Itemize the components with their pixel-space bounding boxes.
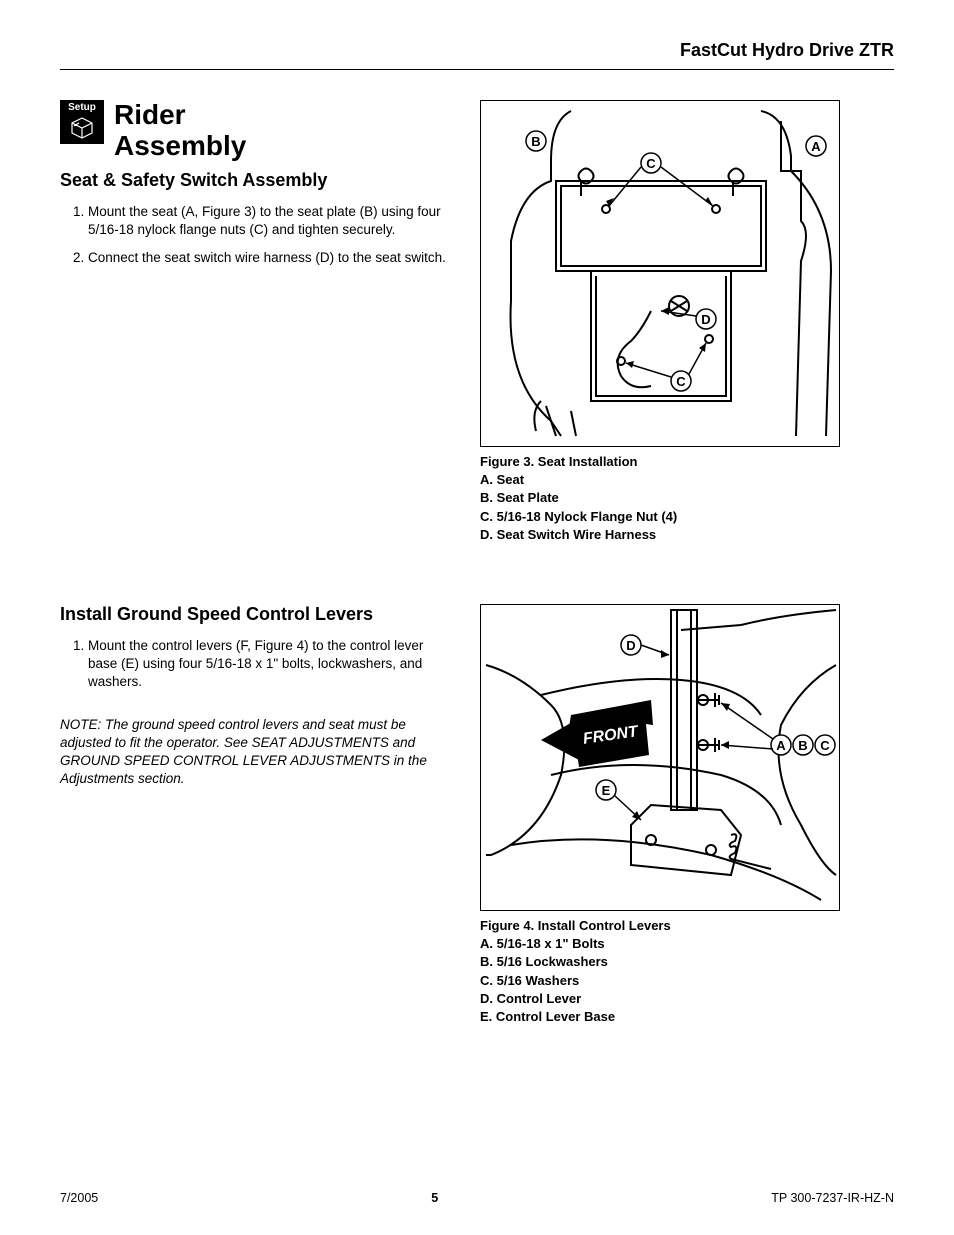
step: Mount the control levers (F, Figure 4) t… <box>88 637 450 692</box>
section2-steps: Mount the control levers (F, Figure 4) t… <box>60 637 450 692</box>
page-footer: 7/2005 5 TP 300-7237-IR-HZ-N <box>60 1191 894 1205</box>
fig4-legend-a: A. 5/16-18 x 1" Bolts <box>480 935 894 953</box>
callout-d: D <box>626 638 635 653</box>
figure-4-box: FRONT D A B C E <box>480 604 840 911</box>
title-line1: Rider <box>114 99 186 130</box>
title-row: Setup Rider Assembly <box>60 100 450 162</box>
callout-b: B <box>798 738 807 753</box>
figure-3-diagram: B A C D C <box>481 101 841 441</box>
subtitle-ground-speed: Install Ground Speed Control Levers <box>60 604 450 625</box>
callout-c2: C <box>676 374 686 389</box>
section2-note: NOTE: The ground speed control levers an… <box>60 716 450 789</box>
page-header: FastCut Hydro Drive ZTR <box>60 40 894 70</box>
section1-steps: Mount the seat (A, Figure 3) to the seat… <box>60 203 450 268</box>
fig4-legend-e: E. Control Lever Base <box>480 1008 894 1026</box>
main-title: Rider Assembly <box>114 100 246 162</box>
fig3-legend-a: A. Seat <box>480 471 894 489</box>
section2-text-column: Install Ground Speed Control Levers Moun… <box>60 604 450 789</box>
figure-3-caption: Figure 3. Seat Installation A. Seat B. S… <box>480 453 894 544</box>
callout-e: E <box>602 783 611 798</box>
callout-b: B <box>531 134 540 149</box>
product-name: FastCut Hydro Drive ZTR <box>680 40 894 60</box>
fig4-legend-d: D. Control Lever <box>480 990 894 1008</box>
section-ground-speed: Install Ground Speed Control Levers Moun… <box>60 604 894 1026</box>
fig4-title: Figure 4. Install Control Levers <box>480 917 894 935</box>
callout-d: D <box>701 312 710 327</box>
callout-a: A <box>776 738 786 753</box>
front-arrow: FRONT <box>541 700 653 767</box>
fig3-legend-b: B. Seat Plate <box>480 489 894 507</box>
section-rider-assembly: Setup Rider Assembly Seat & Safety Switc… <box>60 100 894 544</box>
figure-4-diagram: FRONT D A B C E <box>481 605 841 905</box>
box-icon <box>68 115 96 139</box>
step: Mount the seat (A, Figure 3) to the seat… <box>88 203 450 239</box>
fig4-legend-b: B. 5/16 Lockwashers <box>480 953 894 971</box>
footer-page: 5 <box>431 1191 438 1205</box>
section1-text-column: Setup Rider Assembly Seat & Safety Switc… <box>60 100 450 277</box>
title-line2: Assembly <box>114 130 246 161</box>
callout-a: A <box>811 139 821 154</box>
step: Connect the seat switch wire harness (D)… <box>88 249 450 267</box>
setup-badge-icon: Setup <box>60 100 104 144</box>
fig3-legend-d: D. Seat Switch Wire Harness <box>480 526 894 544</box>
figure-4-caption: Figure 4. Install Control Levers A. 5/16… <box>480 917 894 1026</box>
footer-docnum: TP 300-7237-IR-HZ-N <box>771 1191 894 1205</box>
page-content: Setup Rider Assembly Seat & Safety Switc… <box>60 100 894 1026</box>
section2-figure-column: FRONT D A B C E <box>480 604 894 1026</box>
setup-badge-label: Setup <box>68 102 96 113</box>
section1-figure-column: B A C D C Figure 3. Seat Installation <box>480 100 894 544</box>
fig3-legend-c: C. 5/16-18 Nylock Flange Nut (4) <box>480 508 894 526</box>
figure-3-box: B A C D C <box>480 100 840 447</box>
fig4-legend-c: C. 5/16 Washers <box>480 972 894 990</box>
callout-c: C <box>646 156 656 171</box>
fig3-title: Figure 3. Seat Installation <box>480 453 894 471</box>
footer-date: 7/2005 <box>60 1191 98 1205</box>
callout-c: C <box>820 738 830 753</box>
subtitle-seat-safety: Seat & Safety Switch Assembly <box>60 170 450 191</box>
